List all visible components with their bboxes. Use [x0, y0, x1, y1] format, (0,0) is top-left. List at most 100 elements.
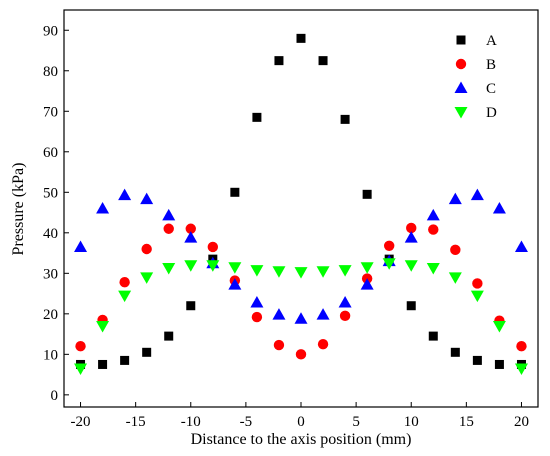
data-point [273, 339, 285, 351]
legend-label: D [486, 105, 497, 121]
x-tick-label: 20 [514, 414, 529, 430]
data-point [360, 262, 374, 274]
y-axis: 0 10 20 30 40 50 60 70 80 90 [43, 23, 69, 404]
y-tick-label: 50 [43, 185, 58, 201]
x-axis-label: Distance to the axis position (mm) [191, 431, 412, 448]
data-point [406, 301, 416, 311]
data-point [252, 112, 262, 122]
y-tick-label: 30 [43, 266, 58, 282]
data-point [164, 331, 174, 341]
data-point [316, 308, 330, 320]
data-point [470, 290, 484, 303]
data-point [184, 231, 198, 243]
data-point [272, 308, 286, 320]
data-point [228, 278, 242, 290]
y-tick-label: 80 [43, 64, 58, 80]
data-point [296, 33, 306, 43]
x-tick-label: 15 [459, 414, 474, 430]
data-point [472, 278, 483, 289]
x-axis: -20 -15 -10 -5 0 5 10 15 20 [71, 402, 529, 430]
data-point [120, 355, 130, 365]
data-point [295, 349, 307, 360]
data-point [207, 241, 219, 253]
data-points [74, 33, 528, 376]
data-point [250, 265, 264, 277]
data-point [162, 263, 176, 275]
data-point [118, 290, 132, 303]
data-point [250, 295, 264, 308]
data-point [318, 56, 328, 66]
data-point [338, 295, 352, 308]
y-tick-label: 40 [43, 226, 58, 242]
data-point [492, 320, 506, 333]
y-tick-label: 10 [43, 347, 58, 363]
data-point [428, 224, 439, 235]
x-tick-label: -20 [71, 414, 91, 430]
data-point [383, 240, 395, 251]
data-point [163, 223, 174, 234]
data-point [96, 202, 110, 214]
data-point [516, 341, 527, 352]
y-tick-label: 20 [43, 307, 58, 323]
y-tick-label: 70 [43, 104, 58, 120]
legend-label: B [486, 57, 496, 73]
data-point [426, 263, 440, 275]
y-tick-label: 60 [43, 145, 58, 161]
data-point [360, 278, 374, 290]
data-point [294, 312, 308, 324]
data-point [340, 114, 350, 124]
y-tick-label: 90 [43, 23, 58, 39]
data-point [206, 260, 220, 272]
data-point [426, 208, 440, 221]
data-point [317, 339, 329, 350]
x-tick-label: 5 [352, 414, 360, 430]
y-tick-label: 0 [51, 388, 59, 404]
data-point [450, 347, 460, 357]
data-point [450, 244, 461, 256]
data-point [514, 240, 528, 252]
data-point [272, 266, 286, 278]
data-point [382, 258, 396, 270]
data-point [251, 311, 263, 323]
data-point [448, 192, 462, 205]
data-point [294, 267, 308, 279]
data-point [118, 188, 132, 201]
data-point [472, 355, 482, 365]
data-point [96, 320, 110, 333]
x-tick-label: -5 [240, 414, 253, 430]
data-point [470, 188, 484, 201]
series-C [74, 188, 528, 324]
data-point [274, 56, 284, 66]
data-point [141, 243, 152, 255]
data-point [74, 240, 88, 252]
legend-marker [456, 35, 466, 45]
legend-marker [454, 81, 468, 93]
data-point [404, 260, 418, 272]
data-point [140, 272, 154, 284]
y-axis-label: Pressure (kPa) [10, 163, 27, 256]
data-point [338, 265, 352, 277]
data-point [492, 202, 506, 214]
data-point [162, 208, 176, 221]
data-point [119, 277, 130, 288]
x-tick-label: -10 [181, 414, 201, 430]
data-point [185, 223, 196, 234]
data-point [142, 347, 152, 357]
data-point [75, 341, 86, 352]
data-point [428, 331, 438, 341]
data-point [98, 359, 108, 369]
data-point [404, 231, 418, 243]
data-point [228, 262, 242, 274]
data-point [362, 189, 372, 199]
data-point [339, 310, 351, 322]
data-point [448, 272, 462, 284]
data-point [514, 363, 528, 376]
data-point [316, 266, 330, 278]
x-tick-label: 0 [297, 414, 305, 430]
data-point [186, 301, 196, 311]
x-tick-label: 10 [404, 414, 419, 430]
data-point [140, 192, 154, 205]
plot-frame [63, 9, 539, 408]
